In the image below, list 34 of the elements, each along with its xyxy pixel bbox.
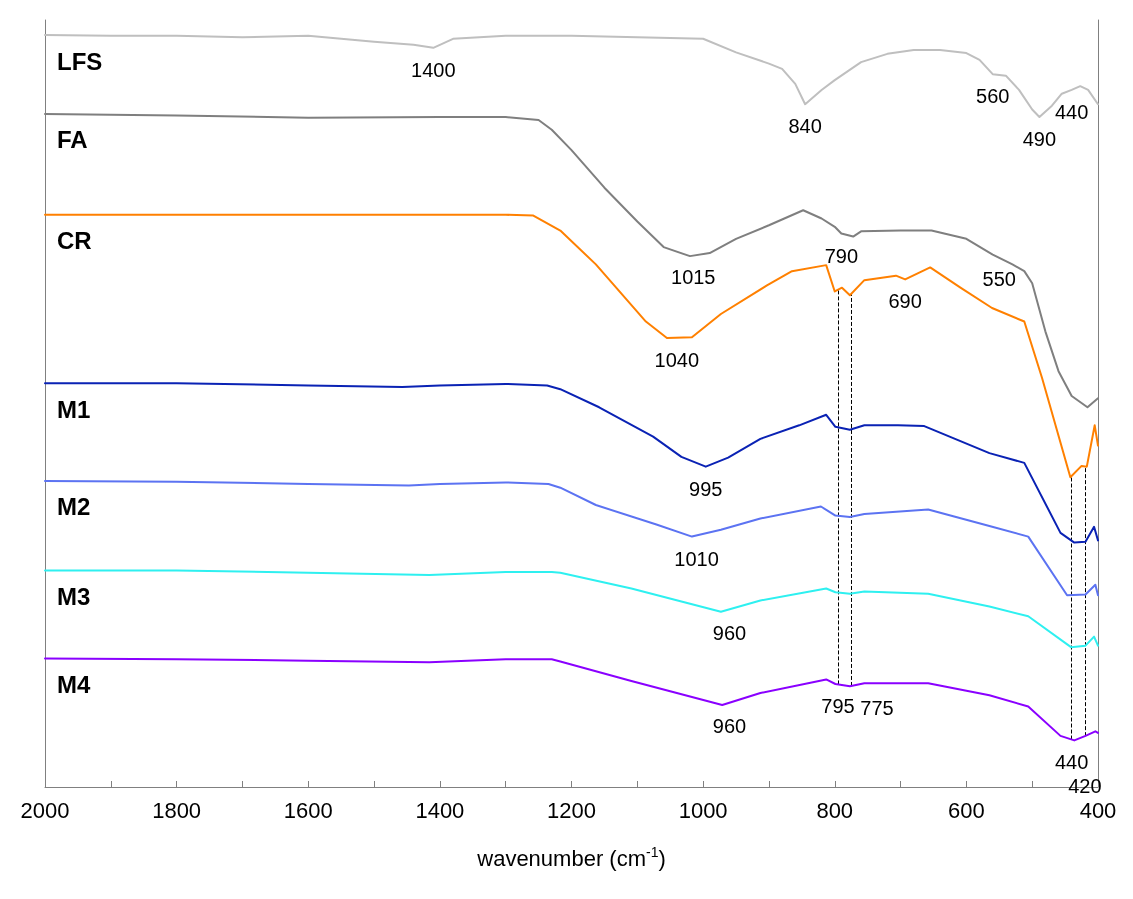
series-label: LFS bbox=[57, 47, 103, 75]
annotation: 560 bbox=[976, 85, 1010, 108]
x-tick-label: 400 bbox=[1079, 797, 1117, 823]
x-tick-label: 1200 bbox=[547, 797, 596, 823]
x-tick-label: 600 bbox=[948, 797, 985, 823]
annotation: 1015 bbox=[671, 266, 716, 289]
annotation: 1010 bbox=[674, 547, 719, 570]
ref-line-label: 440 bbox=[1054, 750, 1089, 773]
series-label: CR bbox=[57, 227, 92, 255]
annotation: 790 bbox=[824, 244, 859, 267]
x-tick-label: 1600 bbox=[283, 797, 333, 823]
annotation: 440 bbox=[1054, 100, 1089, 123]
ref-line-label: 775 bbox=[860, 696, 894, 719]
annotation: 690 bbox=[888, 290, 922, 313]
annotation: 960 bbox=[712, 622, 747, 645]
x-tick-label: 2000 bbox=[20, 797, 70, 823]
series-label: M4 bbox=[57, 670, 91, 698]
ref-line-label: 795 bbox=[821, 695, 855, 718]
annotation: 1400 bbox=[411, 58, 456, 81]
annotation: 550 bbox=[982, 267, 1016, 290]
x-tick-label: 1400 bbox=[415, 797, 465, 823]
ref-line-label: 420 bbox=[1068, 774, 1102, 797]
x-tick-label: 1800 bbox=[152, 797, 202, 823]
series-label: M2 bbox=[57, 493, 91, 521]
annotation: 1040 bbox=[654, 349, 700, 372]
series-label: FA bbox=[57, 126, 88, 154]
x-tick-label: 800 bbox=[816, 797, 854, 823]
series-label: M3 bbox=[57, 582, 91, 610]
annotation: 490 bbox=[1022, 128, 1057, 150]
x-tick-label: 1000 bbox=[678, 797, 728, 823]
annotation: 995 bbox=[689, 477, 723, 500]
annotation: 840 bbox=[788, 115, 822, 138]
series-label: M1 bbox=[57, 395, 91, 423]
annotation: 960 bbox=[712, 715, 747, 738]
